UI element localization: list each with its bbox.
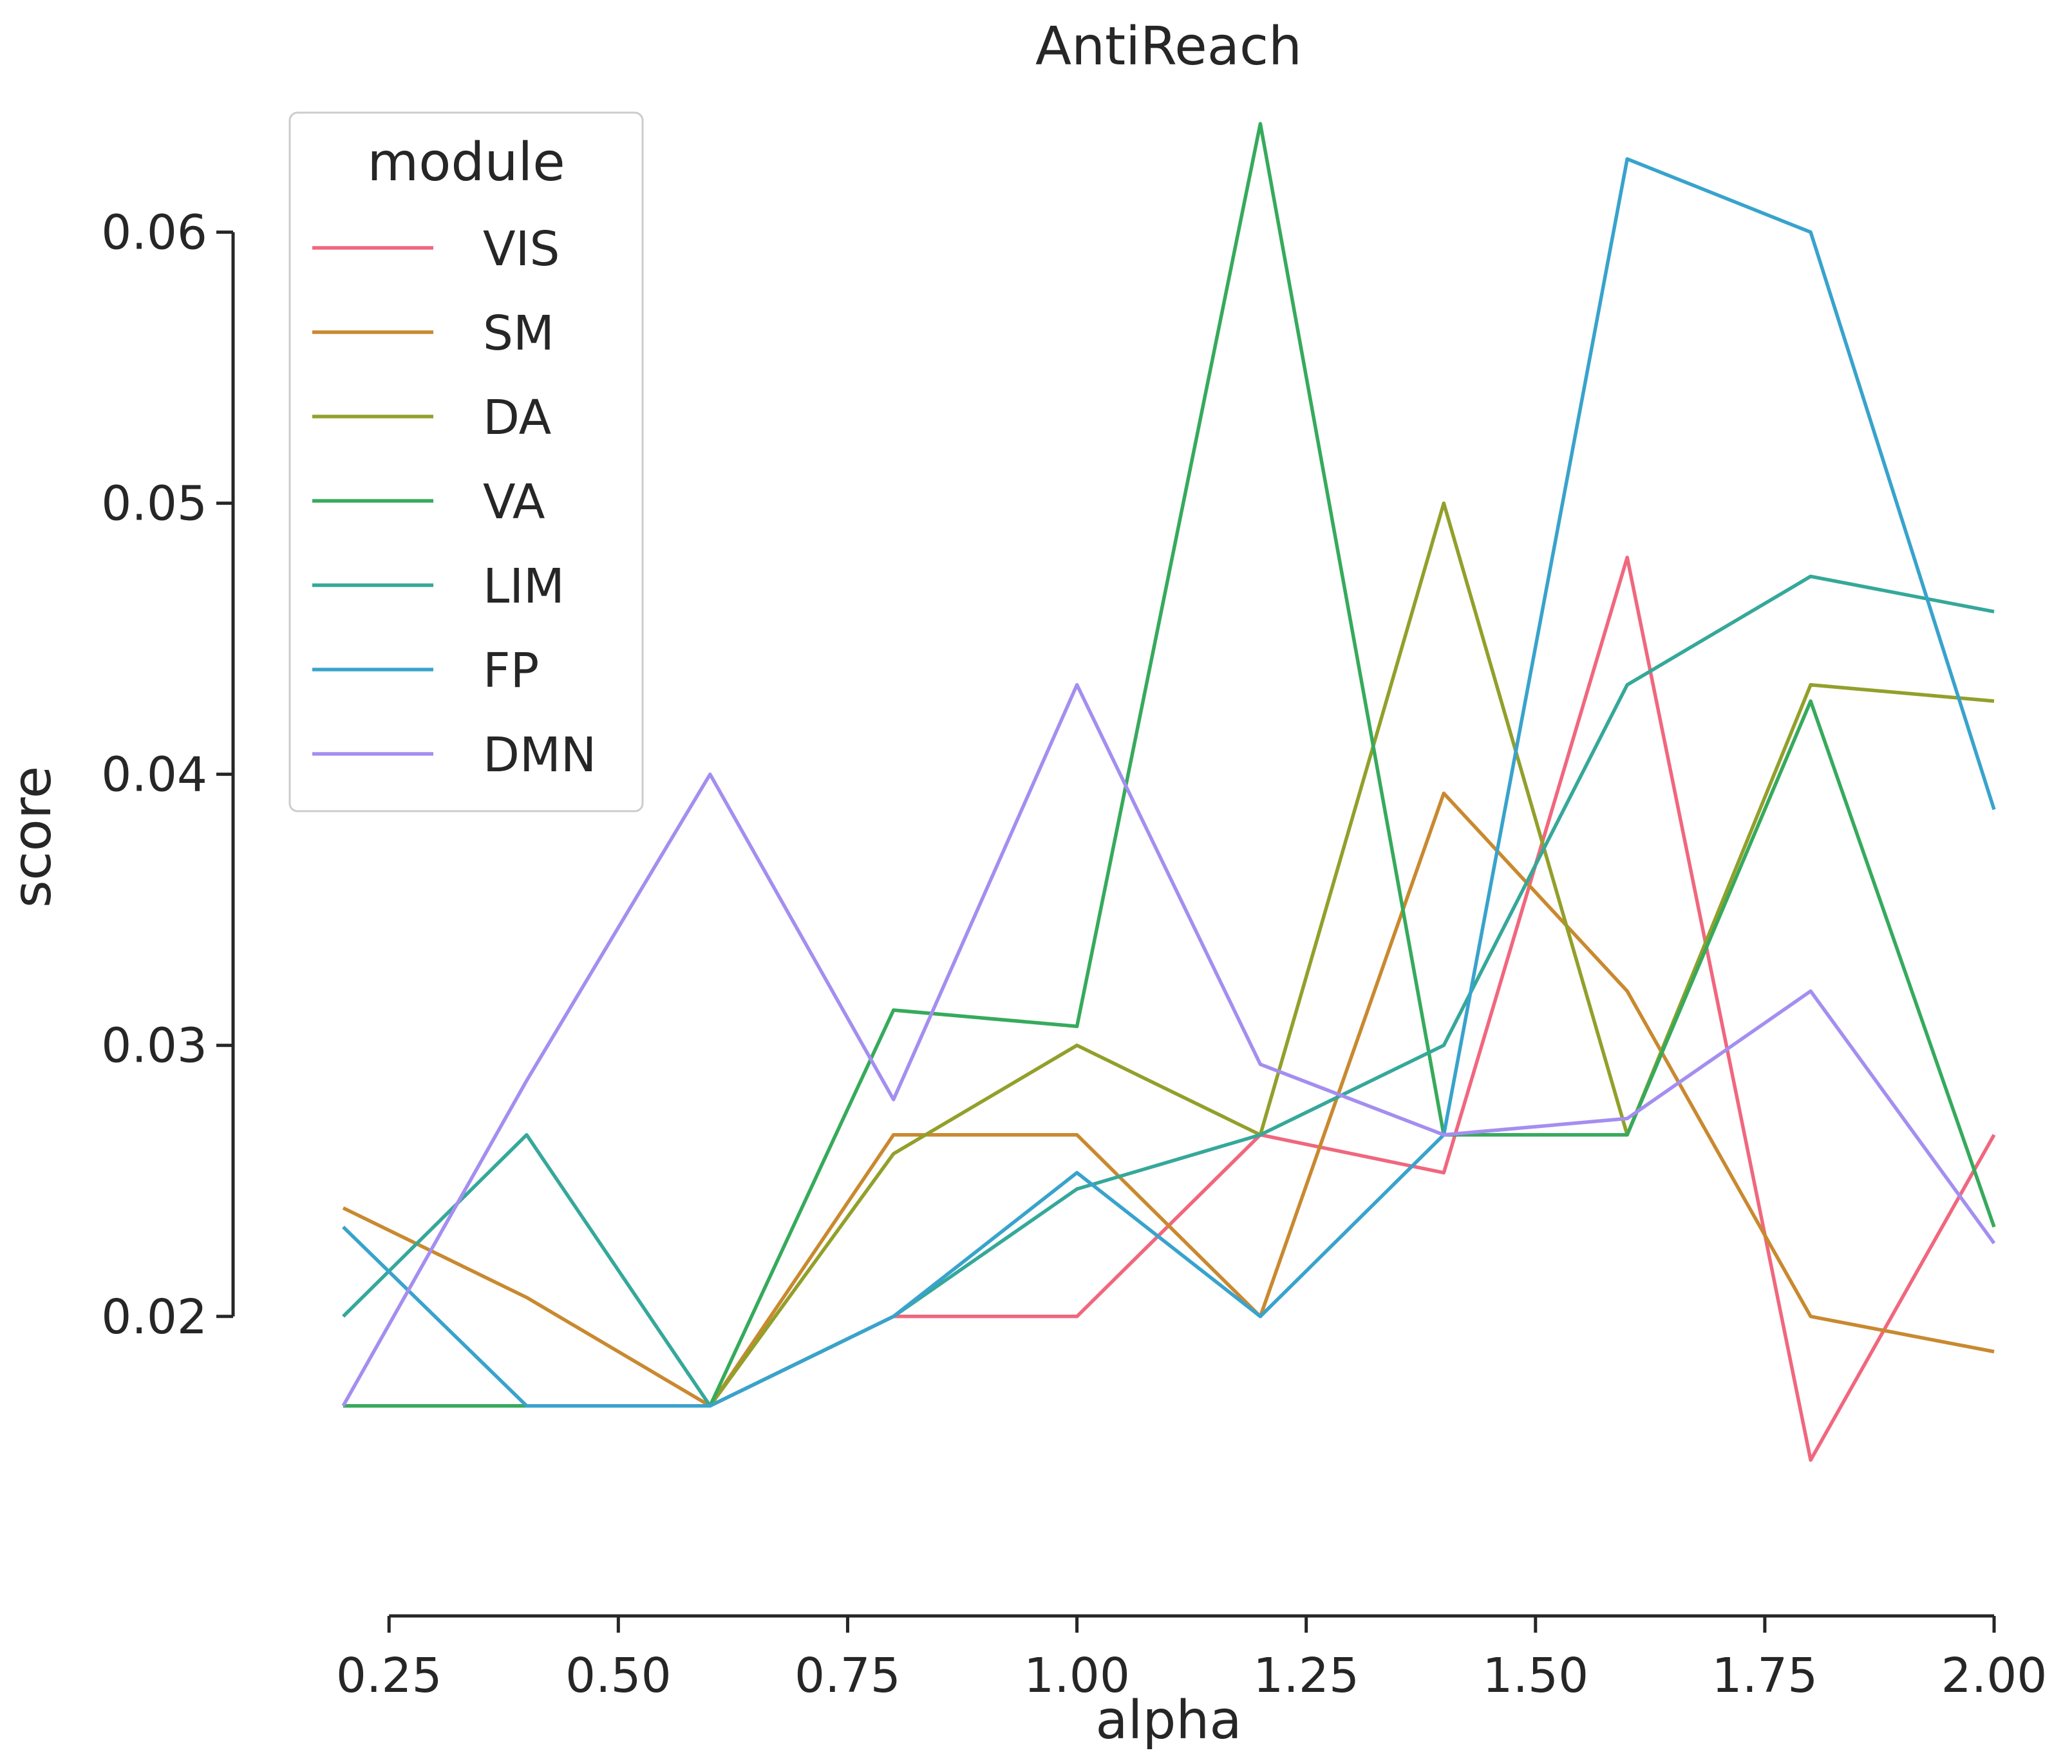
legend-label-vis: VIS — [483, 221, 560, 277]
y-tick-label: 0.05 — [101, 476, 207, 532]
y-tick-label: 0.03 — [101, 1018, 207, 1074]
series-layer — [341, 122, 1996, 1462]
legend-label-va: VA — [483, 474, 545, 530]
legend-label-sm: SM — [483, 306, 554, 361]
x-tick-label: 1.50 — [1482, 1648, 1588, 1703]
x-tick-label: 0.50 — [565, 1648, 672, 1703]
x-axis-label: alpha — [1095, 1690, 1241, 1751]
legend-items: VIS SM DA VA LIM FP DMN — [312, 221, 596, 783]
legend-label-fp: FP — [483, 643, 539, 699]
series-line-sm — [342, 791, 1995, 1408]
x-tick-label: 1.00 — [1024, 1648, 1130, 1703]
legend-frame — [288, 111, 644, 812]
y-axis-ticks: 0.02 0.03 0.04 0.05 0.06 — [101, 205, 233, 1345]
y-tick-label: 0.06 — [101, 205, 207, 261]
x-tick-label: 2.00 — [1941, 1648, 2048, 1703]
y-tick-label: 0.02 — [101, 1290, 207, 1345]
legend: module VIS SM DA VA LIM FP DMN — [288, 111, 644, 812]
x-tick-label: 1.25 — [1253, 1648, 1359, 1703]
legend-label-da: DA — [483, 390, 552, 446]
series-line-dmn — [341, 682, 1996, 1407]
chart-title: AntiReach — [1035, 16, 1302, 77]
x-tick-label: 0.75 — [795, 1648, 901, 1703]
y-tick-label: 0.04 — [101, 747, 207, 803]
legend-title: module — [367, 132, 565, 193]
series-line-fp — [342, 157, 1996, 1408]
x-axis-ticks: 0.25 0.50 0.75 1.00 1.25 1.50 1.75 2.00 — [336, 1616, 2048, 1703]
x-tick-label: 0.25 — [336, 1648, 442, 1703]
y-axis-label: score — [2, 766, 63, 908]
legend-label-dmn: DMN — [483, 727, 596, 783]
legend-label-lim: LIM — [483, 559, 565, 614]
series-line-lim — [342, 574, 1995, 1408]
x-tick-label: 1.75 — [1712, 1648, 1818, 1703]
